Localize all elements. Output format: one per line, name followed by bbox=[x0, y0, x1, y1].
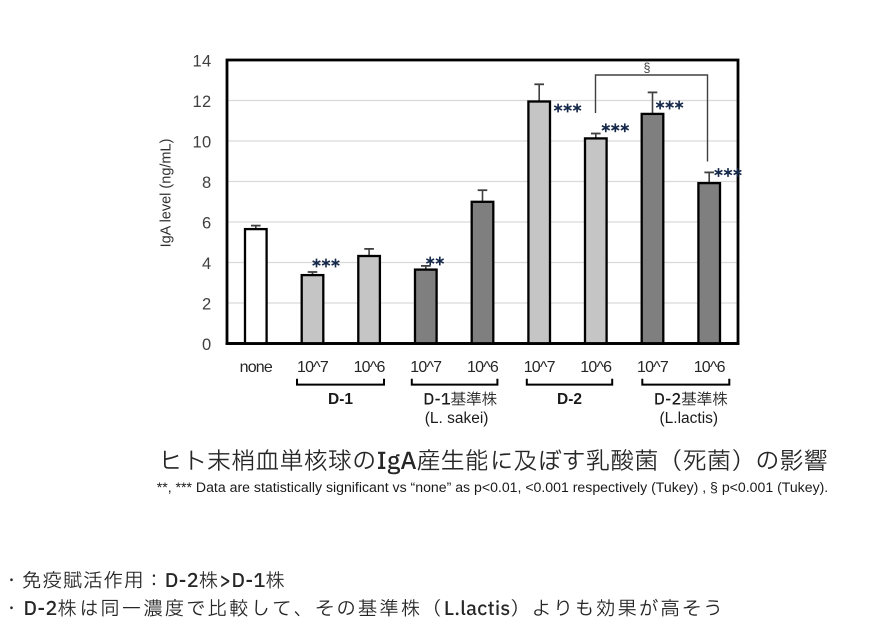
svg-text:D-1: D-1 bbox=[328, 391, 353, 408]
svg-text:12: 12 bbox=[193, 93, 212, 111]
svg-text:10^6: 10^6 bbox=[580, 359, 612, 376]
svg-text:10: 10 bbox=[193, 133, 212, 151]
svg-text:2: 2 bbox=[202, 295, 211, 313]
svg-text:10^6: 10^6 bbox=[354, 359, 386, 376]
svg-text:6: 6 bbox=[202, 214, 211, 232]
svg-text:10^6: 10^6 bbox=[694, 359, 726, 376]
svg-text:10^7: 10^7 bbox=[297, 359, 329, 376]
svg-text:(L.lactis): (L.lactis) bbox=[660, 410, 719, 427]
svg-text:4: 4 bbox=[202, 255, 211, 273]
svg-text:**, *** Data are statistically: **, *** Data are statistically significa… bbox=[157, 479, 828, 495]
svg-text:10^7: 10^7 bbox=[637, 359, 669, 376]
svg-text:(L. sakei): (L. sakei) bbox=[425, 410, 489, 427]
svg-text:10^6: 10^6 bbox=[467, 359, 499, 376]
svg-text:IgA level (ng/mL): IgA level (ng/mL) bbox=[159, 139, 175, 248]
svg-text:8: 8 bbox=[202, 174, 211, 192]
svg-text:0: 0 bbox=[202, 336, 211, 354]
svg-text:§: § bbox=[644, 61, 651, 75]
svg-text:14: 14 bbox=[193, 52, 212, 70]
svg-text:10^7: 10^7 bbox=[410, 359, 442, 376]
svg-text:D-2: D-2 bbox=[557, 391, 582, 408]
svg-text:10^7: 10^7 bbox=[524, 359, 556, 376]
svg-text:none: none bbox=[240, 359, 273, 376]
